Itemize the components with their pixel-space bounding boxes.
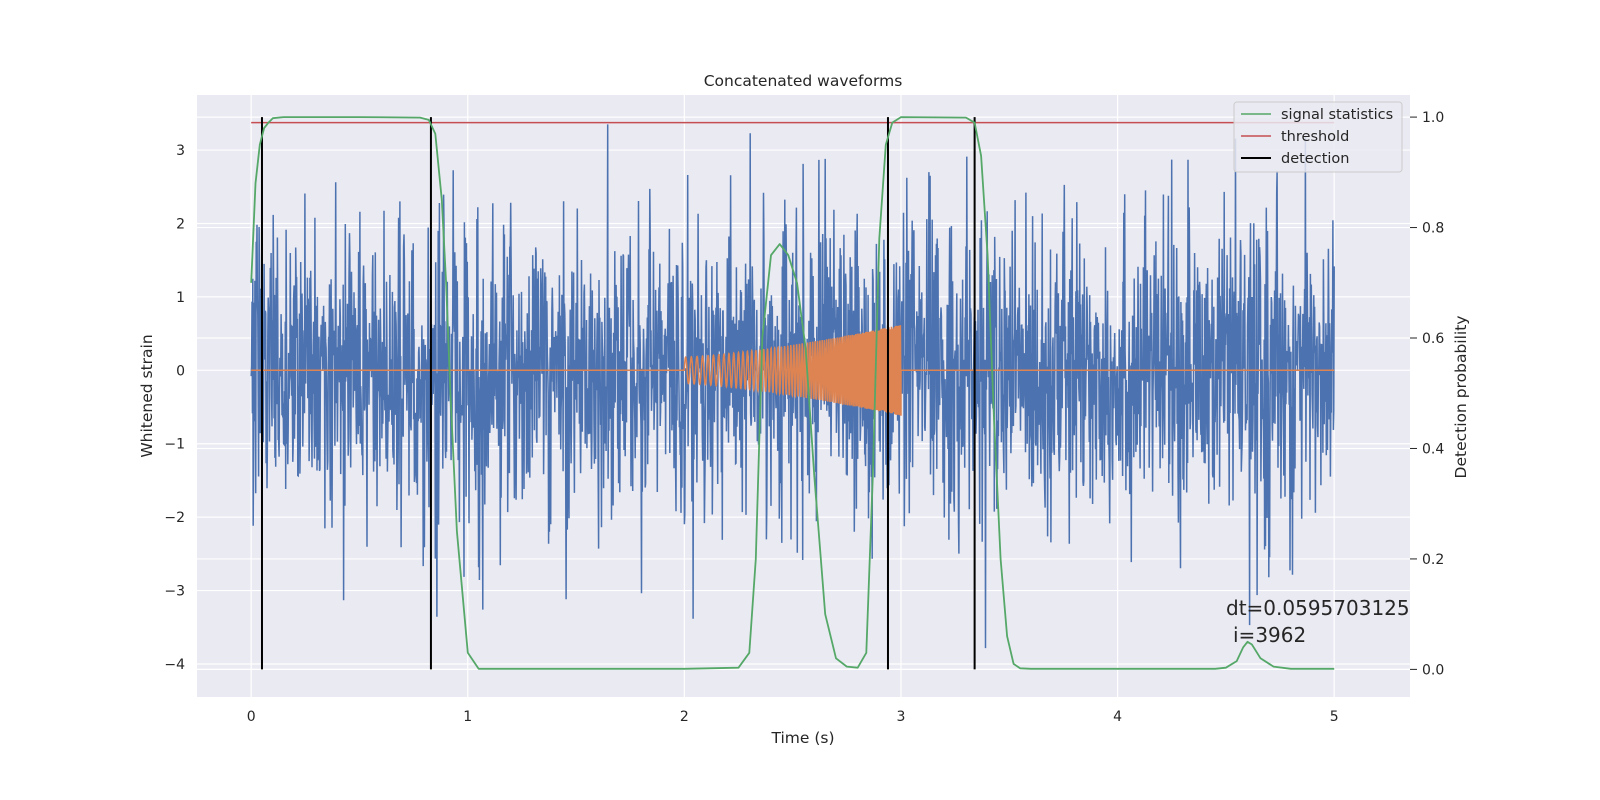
y2-tick-label: 1.0 (1422, 110, 1444, 126)
legend-label-threshold: threshold (1281, 129, 1349, 145)
legend-label-detection: detection (1281, 151, 1349, 167)
y-tick-label: −3 (164, 584, 185, 600)
annotation-i: i=3962 (1233, 623, 1306, 647)
y2-axis-label: Detection probability (1452, 316, 1470, 479)
x-tick-label: 1 (463, 709, 472, 725)
y-tick-label: 3 (176, 143, 185, 159)
x-axis-ticks: 0 1 2 3 4 5 (247, 709, 1339, 725)
plot-area (250, 116, 1335, 670)
y-tick-label: −4 (164, 657, 185, 673)
y-axis-label: Whitened strain (138, 334, 156, 457)
legend: signal statistics threshold detection (1233, 101, 1403, 173)
y2-axis-ticks: 0.0 0.2 0.4 0.6 0.8 1.0 (1410, 110, 1444, 678)
y-tick-label: 2 (176, 216, 185, 232)
x-axis-label: Time (s) (770, 729, 834, 747)
x-tick-label: 2 (680, 709, 689, 725)
injection-series (251, 325, 1335, 416)
y-tick-label: −2 (164, 510, 185, 526)
y-tick-label: −1 (164, 437, 185, 453)
x-tick-label: 3 (897, 709, 906, 725)
y-tick-label: 1 (176, 290, 185, 306)
detection-lines (260, 117, 976, 670)
legend-box (1233, 101, 1403, 173)
y2-tick-label: 0.2 (1422, 552, 1444, 568)
x-tick-label: 0 (247, 709, 256, 725)
x-tick-label: 4 (1113, 709, 1122, 725)
y2-tick-label: 0.0 (1422, 662, 1444, 678)
x-tick-label: 5 (1330, 709, 1339, 725)
chart-title: Concatenated waveforms (704, 72, 903, 90)
y-tick-label: 0 (176, 363, 185, 379)
annotation-dt: dt=0.0595703125 (1226, 596, 1410, 620)
signal-statistics-line (250, 116, 1335, 670)
y2-tick-label: 0.4 (1422, 441, 1444, 457)
y2-tick-label: 0.8 (1422, 221, 1444, 237)
y-axis-ticks: −4 −3 −2 −1 0 1 2 3 (164, 143, 185, 673)
y2-tick-label: 0.6 (1422, 331, 1444, 347)
legend-label-signal-statistics: signal statistics (1281, 107, 1393, 123)
